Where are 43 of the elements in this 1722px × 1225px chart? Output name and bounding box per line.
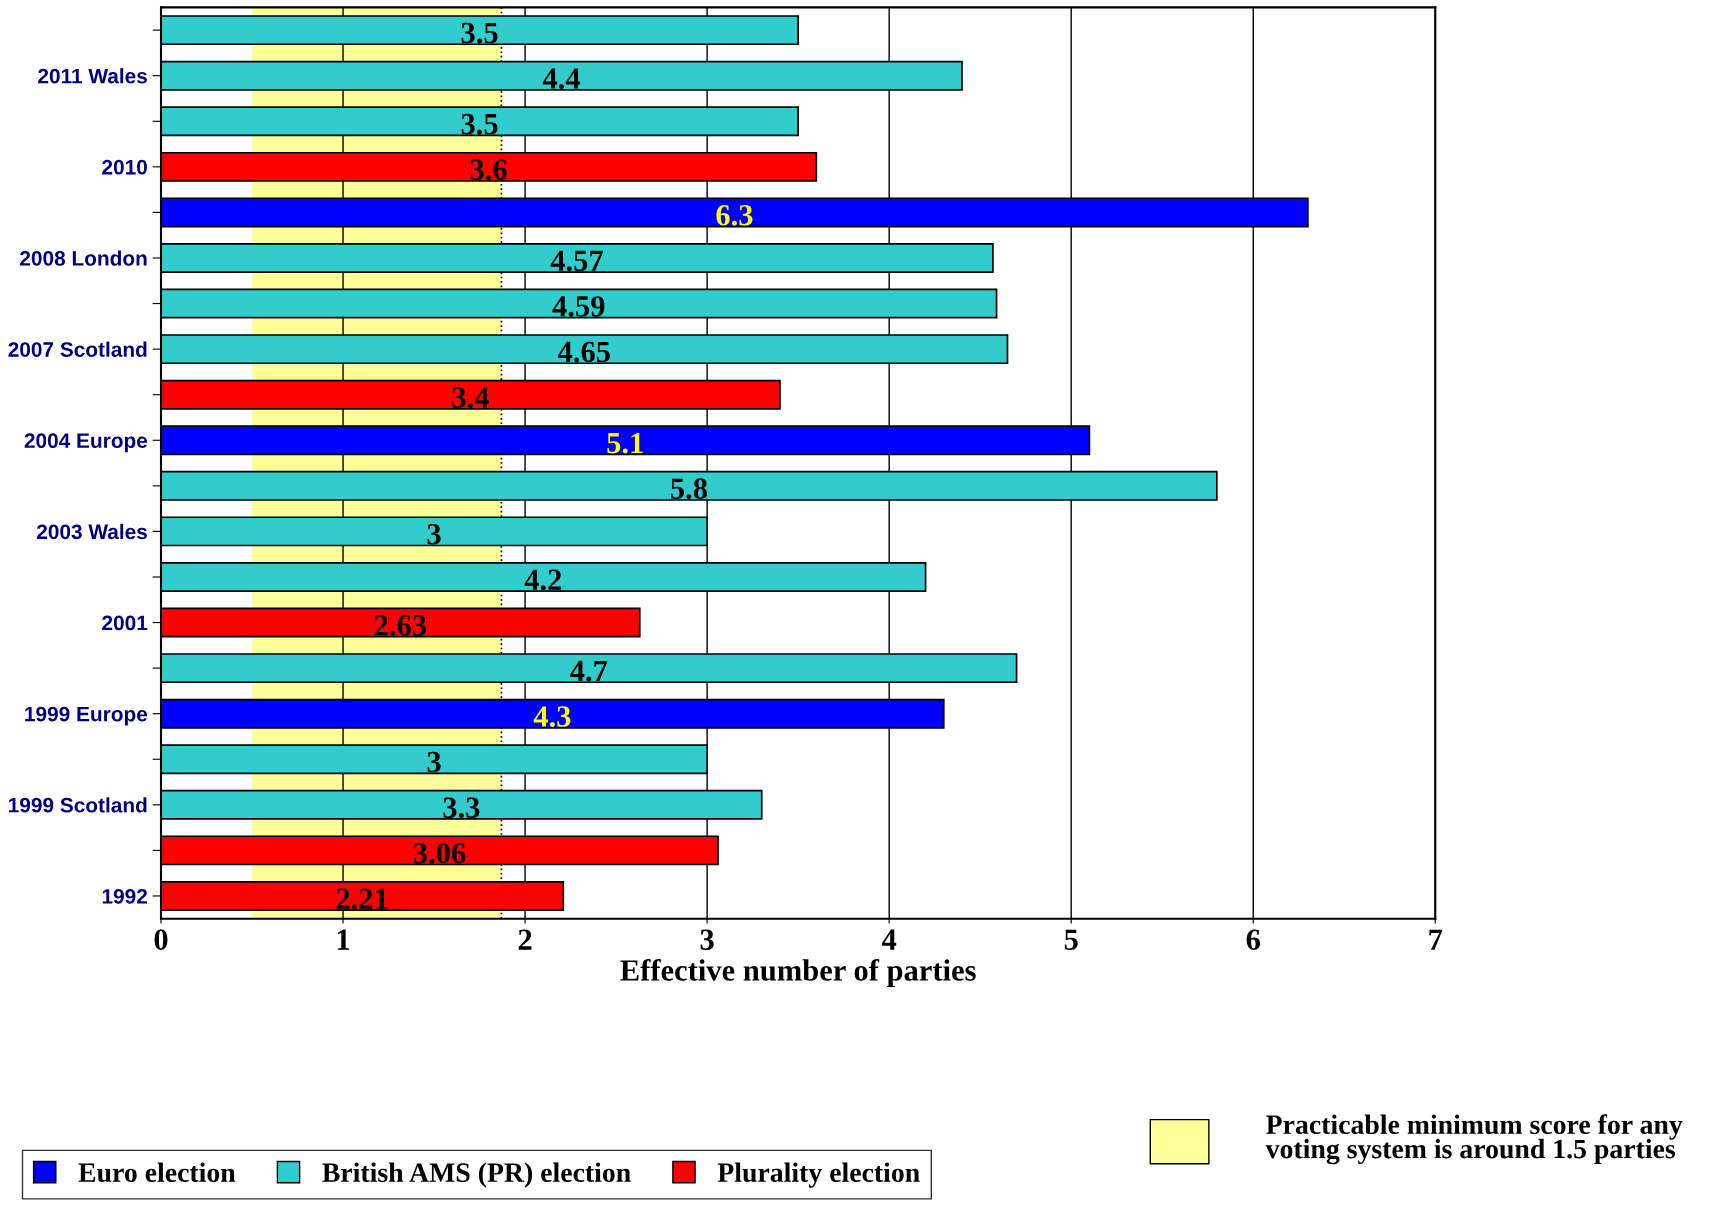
y-tick-label: 2011 Wales	[38, 68, 147, 84]
y-tick-label: 2003 Wales	[36, 523, 147, 540]
data-label: 4.65	[557, 341, 610, 363]
data-label: 3	[427, 523, 441, 545]
data-label: 3.5	[461, 22, 498, 44]
x-tick-label: 0	[154, 929, 168, 950]
data-label: 4.2	[524, 569, 562, 591]
y-tick-label: 2004 Europe	[24, 433, 148, 453]
y-tick-label: 2008 London	[20, 250, 147, 266]
y-tick-label: 1999 Scotland	[9, 797, 147, 813]
y-tick-label: 2010	[102, 159, 147, 175]
data-label: 3.4	[452, 387, 489, 408]
data-label: 3.6	[470, 159, 507, 181]
x-tick-label: 2	[518, 929, 532, 950]
data-label: 4.4	[542, 68, 581, 89]
x-tick-label: 7	[1429, 929, 1443, 950]
x-tick-label: 1	[337, 929, 350, 950]
data-label: 3.3	[443, 797, 480, 819]
data-label: 3	[427, 751, 441, 773]
x-tick-label: 4	[881, 929, 897, 950]
legend-label: Practicable minimum score for any voting system is around 1.5 parties	[1265, 1114, 1683, 1165]
data-label: 4.7	[570, 660, 608, 682]
y-tick-label: 1999 Europe	[25, 706, 148, 726]
data-label: 4.3	[533, 706, 571, 727]
legend-label: British AMS (PR) election	[322, 1162, 631, 1188]
data-label: 5.8	[671, 478, 708, 500]
x-tick-label: 5	[1064, 929, 1078, 950]
legend-label: Euro election	[78, 1162, 236, 1183]
x-tick-label: 6	[1246, 929, 1260, 950]
x-tick-label: 3	[700, 929, 714, 950]
data-label: 3.5	[461, 113, 498, 135]
y-tick-label: 2001	[102, 615, 148, 631]
data-label: 6.3	[716, 205, 753, 226]
legend-label: Plurality election	[717, 1162, 920, 1188]
y-tick-label: 1992	[102, 888, 147, 904]
data-label: 5.1	[607, 432, 643, 454]
y-tick-label: 2007 Scotland	[8, 341, 147, 357]
data-label: 2.63	[374, 615, 427, 636]
data-label: 4.59	[552, 296, 605, 317]
data-label: 2.21	[336, 888, 388, 910]
x-axis-title: Effective number of parties	[620, 958, 976, 987]
data-label: 4.57	[550, 250, 603, 272]
data-label: 3.06	[413, 842, 466, 864]
